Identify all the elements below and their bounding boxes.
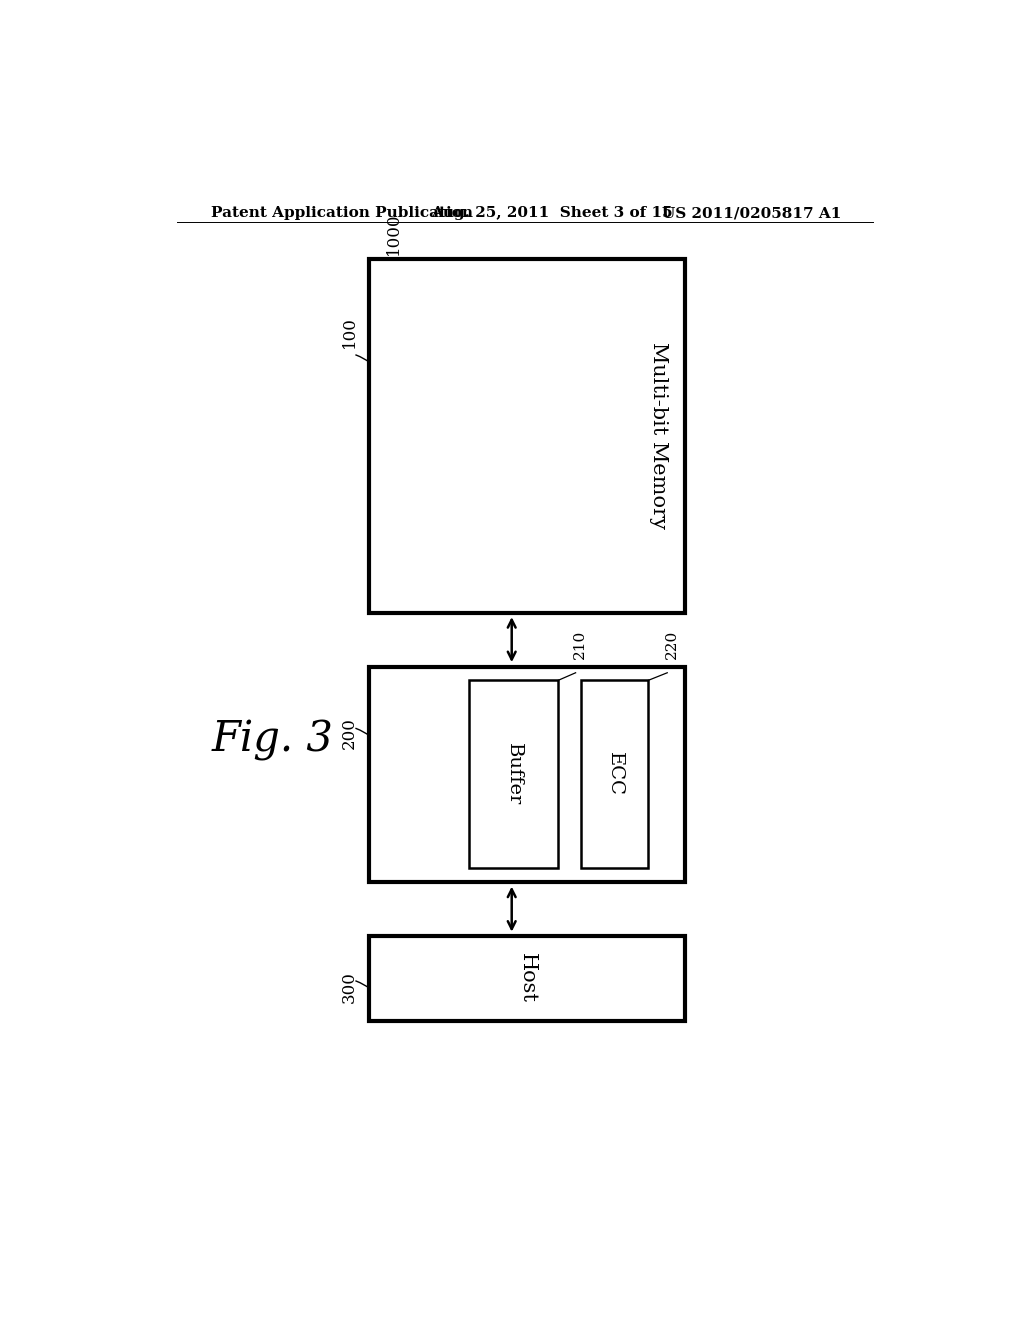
Text: ECC: ECC — [605, 752, 624, 796]
Bar — [581, 681, 648, 869]
Text: Fig. 3: Fig. 3 — [212, 719, 334, 760]
Text: 220: 220 — [665, 630, 679, 659]
Text: 1000: 1000 — [385, 213, 401, 255]
Text: US 2011/0205817 A1: US 2011/0205817 A1 — [662, 206, 842, 220]
Text: Buffer: Buffer — [505, 743, 522, 805]
Bar — [469, 681, 558, 869]
Bar — [370, 259, 685, 612]
Text: 100: 100 — [341, 317, 357, 348]
Text: Host: Host — [517, 953, 537, 1003]
Text: 300: 300 — [341, 970, 357, 1003]
Text: Patent Application Publication: Patent Application Publication — [211, 206, 473, 220]
Text: 210: 210 — [573, 630, 588, 659]
Text: 200: 200 — [341, 717, 357, 748]
Bar — [370, 667, 685, 882]
Text: Multi-bit Memory: Multi-bit Memory — [648, 342, 668, 529]
Text: Aug. 25, 2011  Sheet 3 of 15: Aug. 25, 2011 Sheet 3 of 15 — [431, 206, 673, 220]
Bar — [370, 936, 685, 1020]
